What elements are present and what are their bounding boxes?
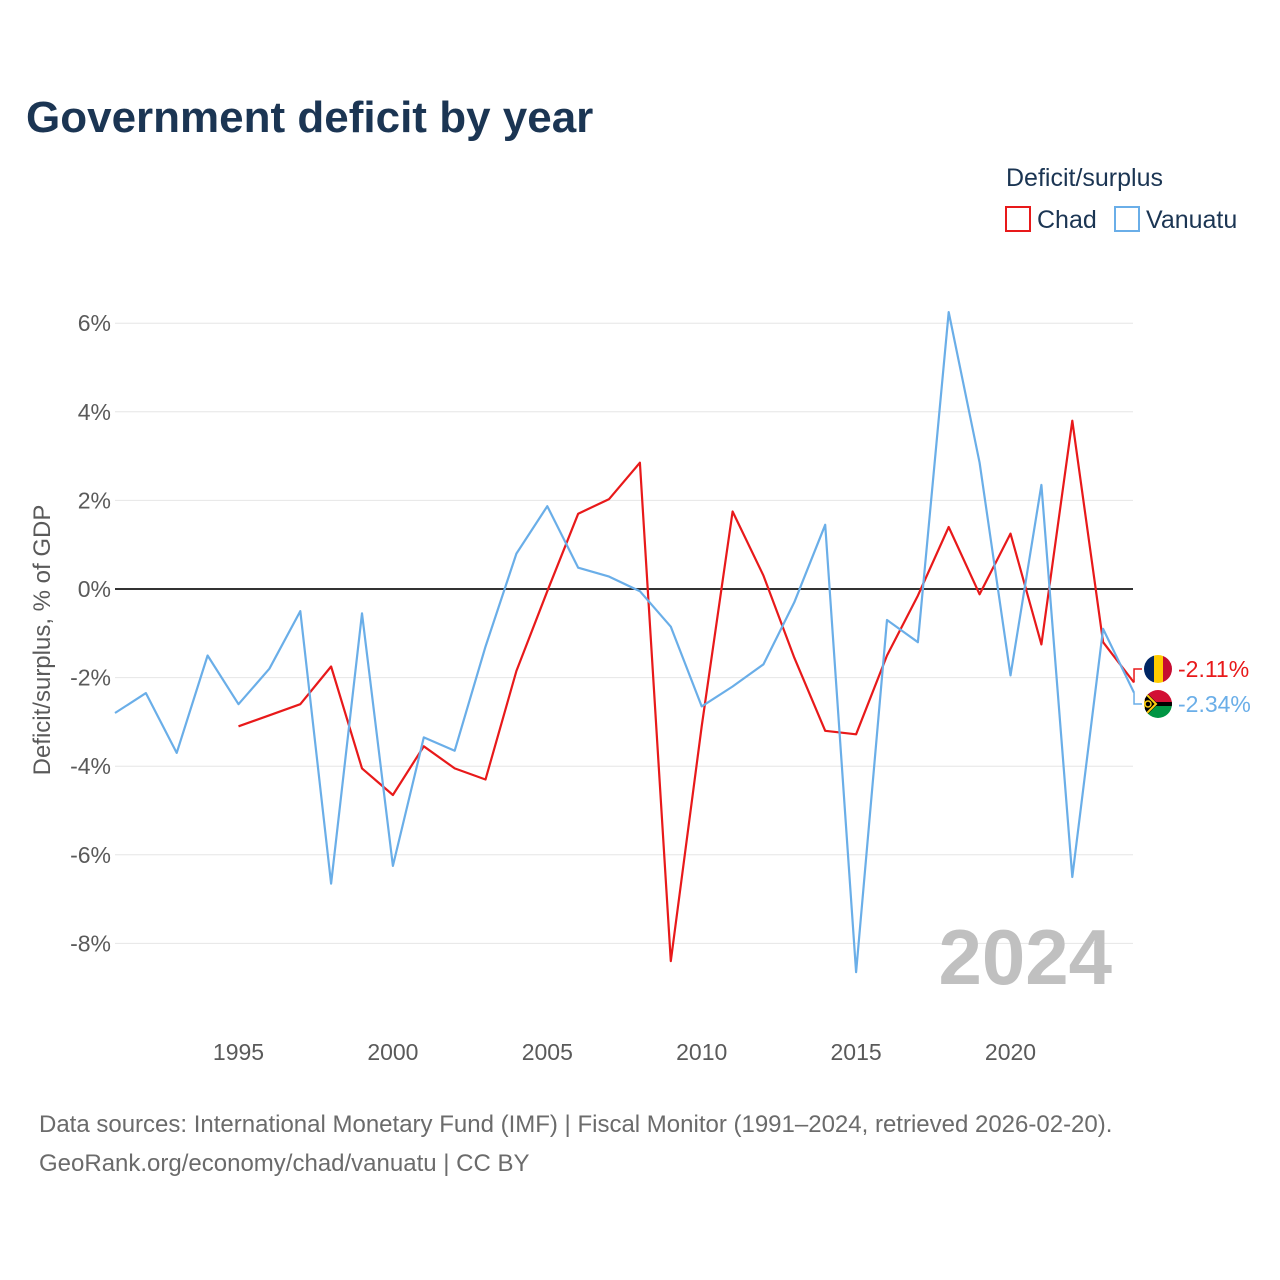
grid bbox=[115, 322, 1133, 944]
end-label-chad: -2.11% bbox=[1178, 656, 1249, 682]
x-tick-label: 2010 bbox=[676, 1039, 727, 1065]
legend-title: Deficit/surplus bbox=[1006, 164, 1163, 192]
y-axis-label: Deficit/surplus, % of GDP bbox=[29, 505, 56, 776]
x-tick-label: 2000 bbox=[367, 1039, 418, 1065]
legend-swatch-chad bbox=[1005, 206, 1031, 232]
series-line-chad bbox=[238, 419, 1135, 963]
y-tick-label: -2% bbox=[70, 665, 111, 691]
series-line-vanuatu bbox=[114, 311, 1135, 974]
x-tick-label: 2020 bbox=[985, 1039, 1036, 1065]
x-tick-label: 2005 bbox=[522, 1039, 573, 1065]
y-tick-label: -6% bbox=[70, 842, 111, 868]
y-tick-label: 4% bbox=[78, 399, 111, 425]
chart-title: Government deficit by year bbox=[26, 93, 593, 142]
attribution-link[interactable]: GeoRank.org/economy/chad/vanuatu | CC BY bbox=[39, 1150, 530, 1177]
source-text: Data sources: International Monetary Fun… bbox=[39, 1111, 1112, 1138]
legend-label-vanuatu: Vanuatu bbox=[1146, 206, 1237, 234]
chad-flag-icon bbox=[1144, 655, 1172, 683]
end-connector-vanuatu bbox=[1133, 692, 1143, 705]
y-tick-label: -8% bbox=[70, 930, 111, 956]
legend-item-vanuatu[interactable]: Vanuatu bbox=[1114, 206, 1237, 234]
legend-swatch-vanuatu bbox=[1114, 206, 1140, 232]
y-tick-label: 6% bbox=[78, 310, 111, 336]
legend-item-chad[interactable]: Chad bbox=[1005, 206, 1097, 234]
series-lines bbox=[114, 311, 1135, 974]
vanuatu-flag-icon bbox=[1144, 690, 1172, 718]
end-label-vanuatu: -2.34% bbox=[1178, 691, 1251, 717]
y-tick-label: -4% bbox=[70, 753, 111, 779]
y-tick-label: 2% bbox=[78, 487, 111, 513]
x-tick-label: 2015 bbox=[831, 1039, 882, 1065]
y-tick-label: 0% bbox=[78, 576, 111, 602]
legend-label-chad: Chad bbox=[1037, 206, 1097, 234]
x-axis-ticks: 1995 2000 2005 2010 2015 2020 bbox=[213, 1039, 1036, 1065]
end-connector-chad bbox=[1133, 668, 1143, 683]
end-labels: -2.11% -2.34% bbox=[1133, 656, 1251, 717]
x-tick-label: 1995 bbox=[213, 1039, 264, 1065]
y-axis-ticks: 6% 4% 2% 0% -2% -4% -6% -8% bbox=[70, 310, 111, 956]
year-watermark: 2024 bbox=[938, 913, 1112, 1001]
